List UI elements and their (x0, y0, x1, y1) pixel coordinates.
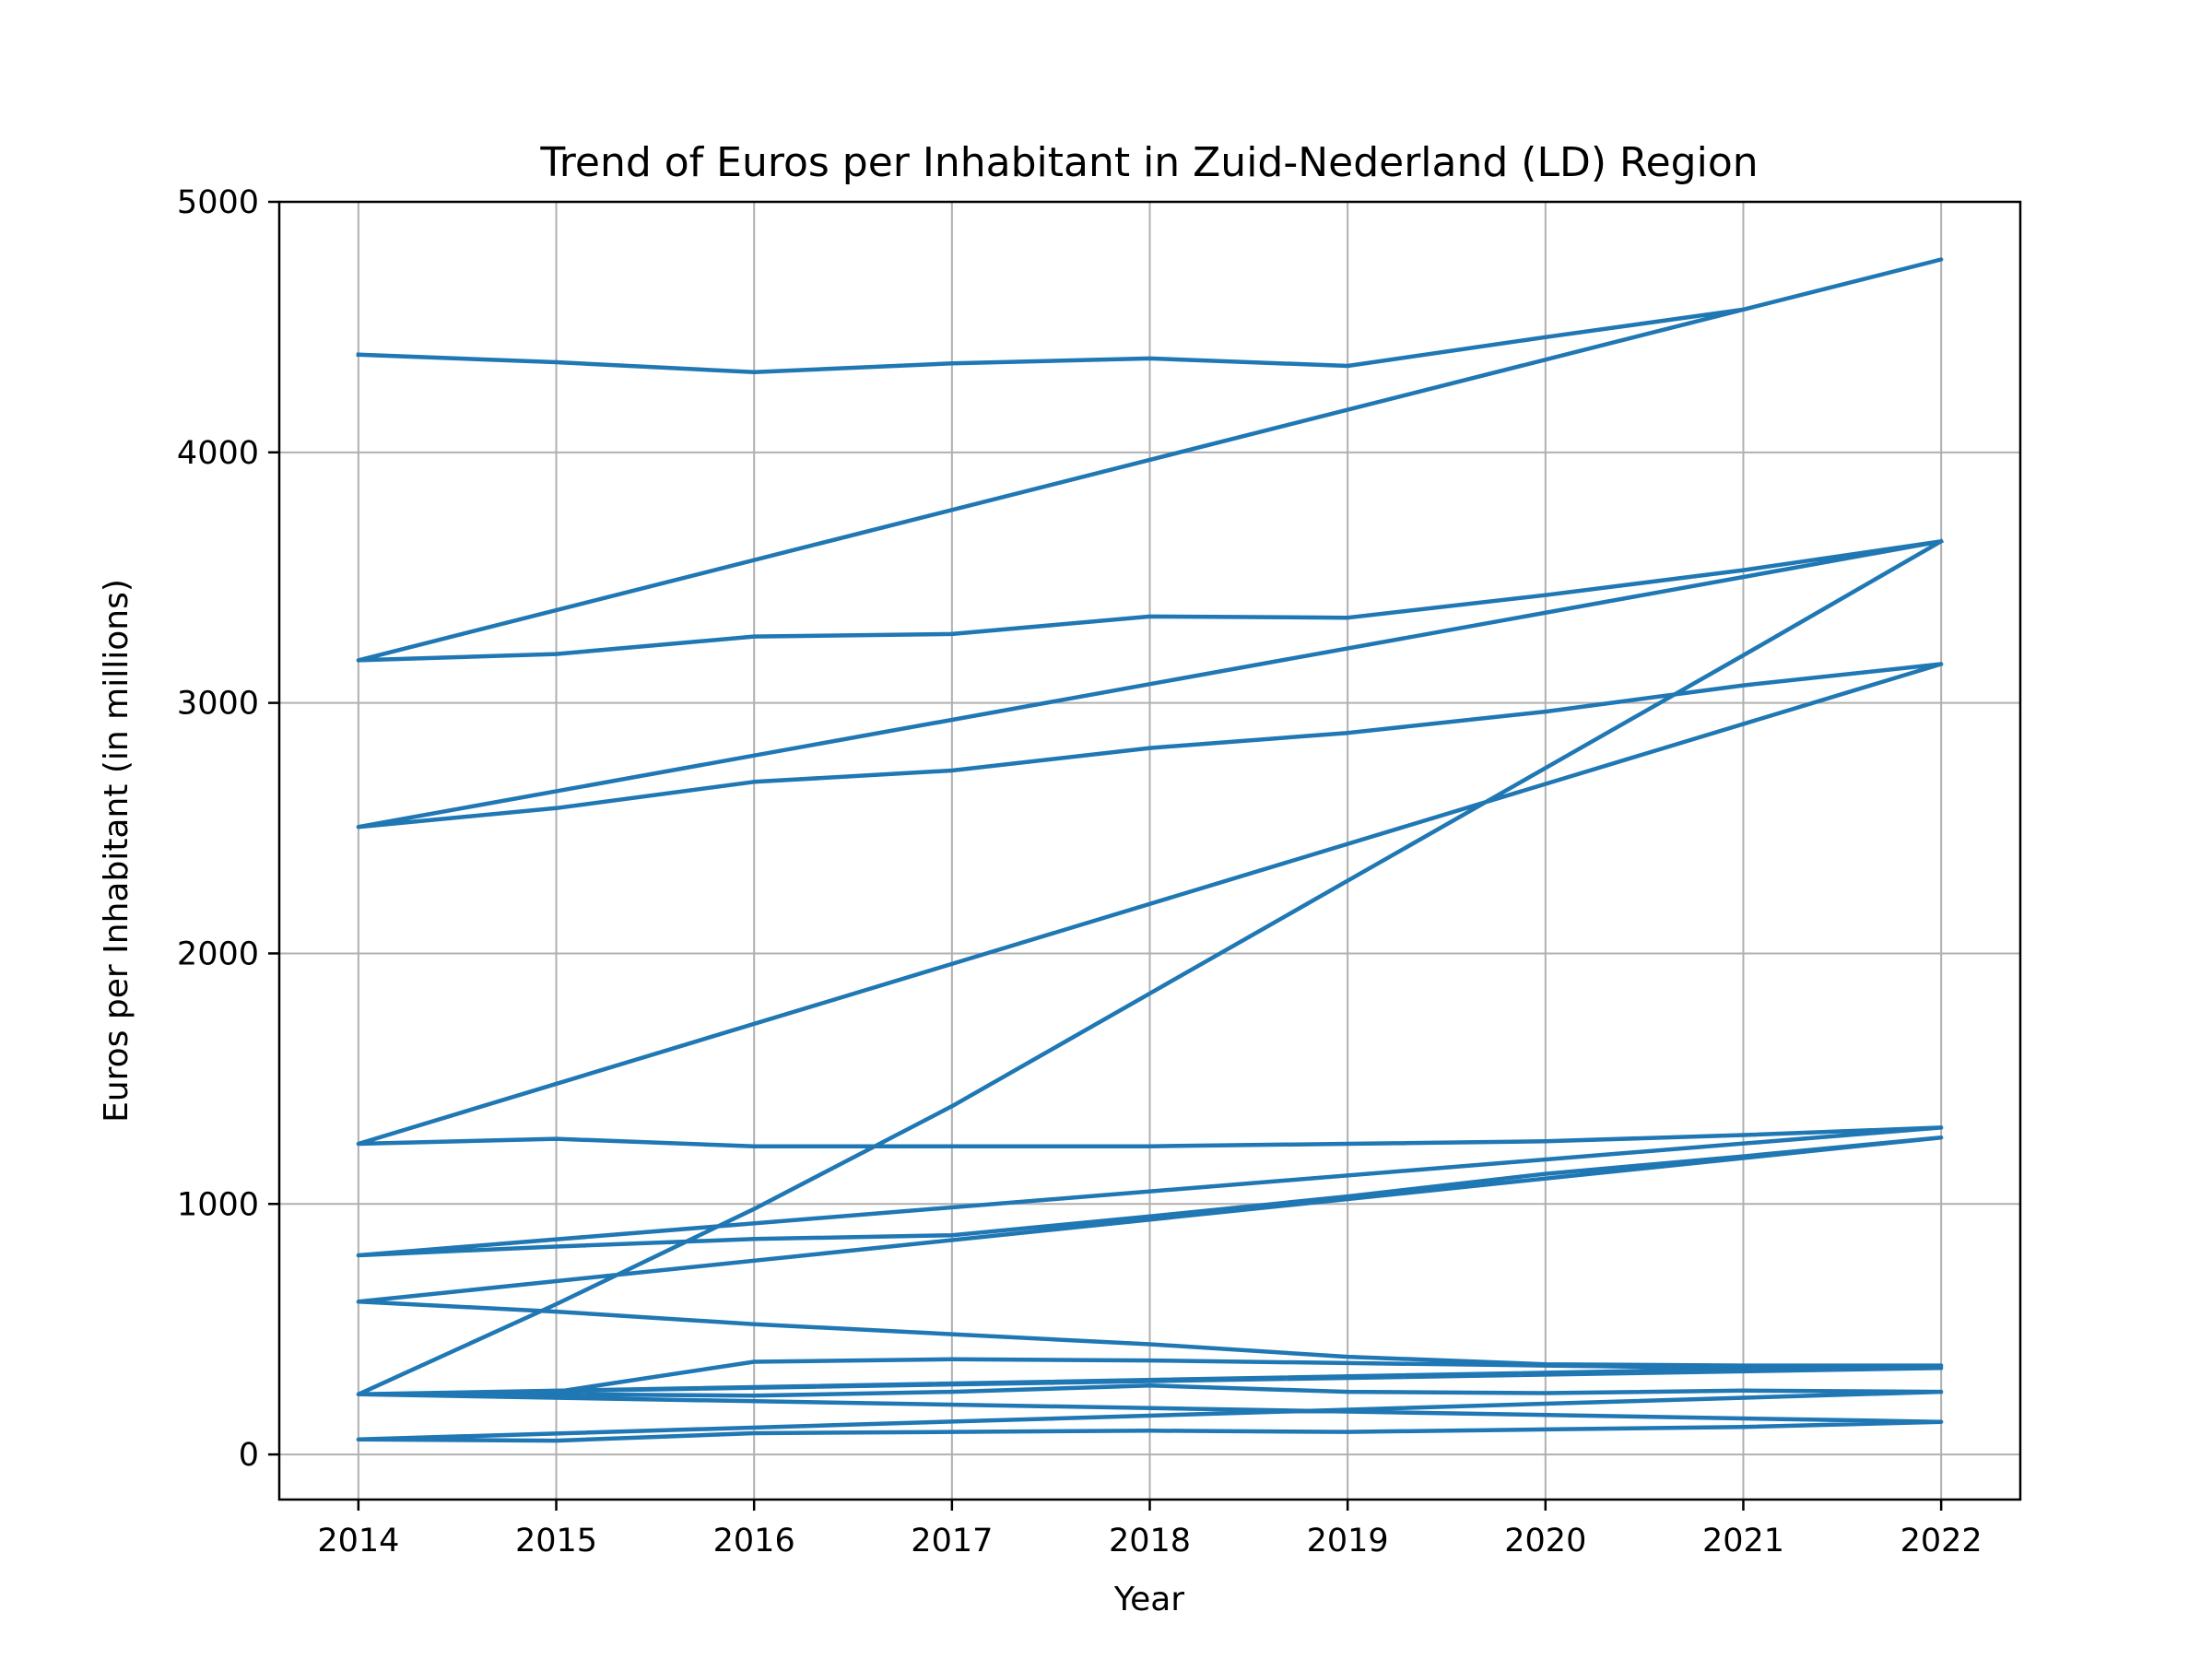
series-layer (356, 257, 1945, 1443)
y-axis-label: Euros per Inhabitant (in millions) (98, 579, 135, 1123)
x-axis-label: Year (1113, 1581, 1184, 1618)
chart-title: Trend of Euros per Inhabitant in Zuid-Ne… (539, 139, 1758, 186)
x-tick-label: 2015 (515, 1523, 597, 1559)
y-tick-label: 0 (239, 1437, 259, 1474)
x-tick-label: 2021 (1702, 1523, 1784, 1559)
y-tick-label: 5000 (177, 184, 259, 221)
x-tick-label: 2014 (317, 1523, 399, 1559)
x-tick-label: 2020 (1504, 1523, 1586, 1559)
x-tick-label: 2018 (1109, 1523, 1191, 1559)
x-tick-label: 2019 (1307, 1523, 1389, 1559)
x-tick-label: 2022 (1900, 1523, 1983, 1559)
x-tick-label: 2016 (713, 1523, 795, 1559)
x-tick-label: 2017 (911, 1523, 993, 1559)
y-tick-label: 2000 (177, 935, 259, 972)
series-line (356, 257, 1945, 1443)
y-tick-label: 4000 (177, 435, 259, 472)
y-tick-label: 3000 (177, 686, 259, 723)
tick-layer: 2014 2015 2016 2017 2018 2019 2020 2021 2022 0 100… (177, 184, 1983, 1559)
grid-layer (279, 201, 2020, 1500)
y-tick-label: 1000 (177, 1186, 259, 1223)
